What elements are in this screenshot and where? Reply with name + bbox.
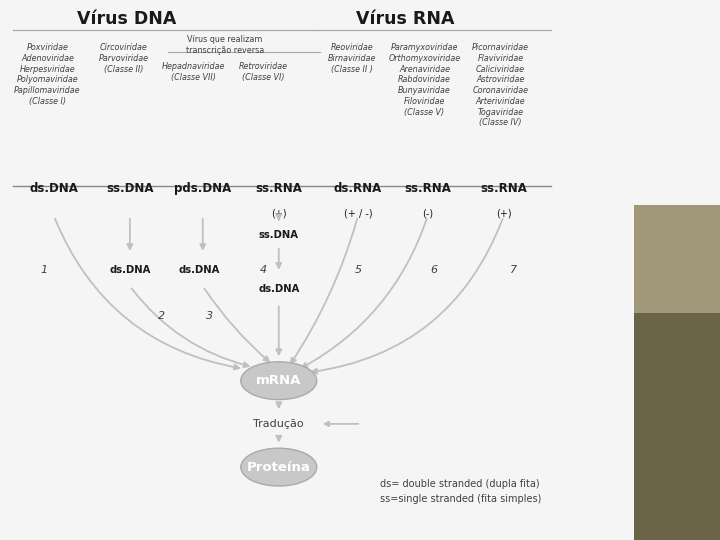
Text: ds= double stranded (dupla fita)
ss=single stranded (fita simples): ds= double stranded (dupla fita) ss=sing… (380, 479, 541, 504)
Text: ds.DNA: ds.DNA (30, 183, 78, 195)
Text: Tradução: Tradução (253, 419, 304, 429)
Text: Hepadnaviridae
(Classe VII): Hepadnaviridae (Classe VII) (161, 62, 225, 82)
Text: Proteína: Proteína (247, 461, 311, 474)
Text: pds.DNA: pds.DNA (174, 183, 231, 195)
Text: (-): (-) (422, 208, 433, 218)
Text: Reoviridae
Birnaviridae
(Classe II ): Reoviridae Birnaviridae (Classe II ) (328, 43, 376, 73)
Text: 1: 1 (41, 265, 48, 275)
Text: ds.DNA: ds.DNA (179, 265, 220, 275)
Text: 2: 2 (158, 311, 165, 321)
Text: ss.RNA: ss.RNA (256, 183, 302, 195)
Text: 5: 5 (354, 265, 361, 275)
Text: 6: 6 (431, 265, 438, 275)
Text: ss.DNA: ss.DNA (258, 230, 299, 240)
Text: (+ / -): (+ / -) (343, 208, 372, 218)
Text: ss.RNA: ss.RNA (404, 183, 451, 195)
Text: ds.RNA: ds.RNA (334, 183, 382, 195)
Text: Picornaviridae
Flaviviridae
Caliciviridae
Astroviridae
Coronaviridae
Arterivirid: Picornaviridae Flaviviridae Calicivirida… (472, 43, 529, 127)
Text: mRNA: mRNA (256, 374, 302, 387)
Text: (+): (+) (496, 208, 511, 218)
Text: ds.DNA: ds.DNA (258, 284, 300, 294)
Ellipse shape (240, 448, 317, 486)
Text: Poxviridae
Adenoviridae
Herpesviridae
Polyomaviridae
Papillomaviridae
(Classe I): Poxviridae Adenoviridae Herpesviridae Po… (14, 43, 81, 106)
Text: 3: 3 (205, 311, 212, 321)
Text: Retroviridae
(Classe VI): Retroviridae (Classe VI) (238, 62, 287, 82)
Text: 7: 7 (510, 265, 517, 275)
Text: Vírus que realizam
transcrição reversa: Vírus que realizam transcrição reversa (186, 35, 264, 55)
Text: Vírus RNA: Vírus RNA (356, 10, 455, 28)
Ellipse shape (240, 362, 317, 400)
Text: 4: 4 (259, 265, 266, 275)
Text: Paramyxoviridae
Orthomyxoviridae
Arenaviridae
Rabdoviridae
Bunyaviridae
Filoviri: Paramyxoviridae Orthomyxoviridae Arenavi… (389, 43, 461, 117)
Text: (+): (+) (271, 208, 287, 218)
Text: ss.RNA: ss.RNA (480, 183, 527, 195)
Text: Vírus DNA: Vírus DNA (77, 10, 176, 28)
Text: ds.DNA: ds.DNA (109, 265, 150, 275)
Text: Circoviridae
Parvoviridae
(Classe II): Circoviridae Parvoviridae (Classe II) (99, 43, 148, 73)
Text: ss.DNA: ss.DNA (106, 183, 153, 195)
